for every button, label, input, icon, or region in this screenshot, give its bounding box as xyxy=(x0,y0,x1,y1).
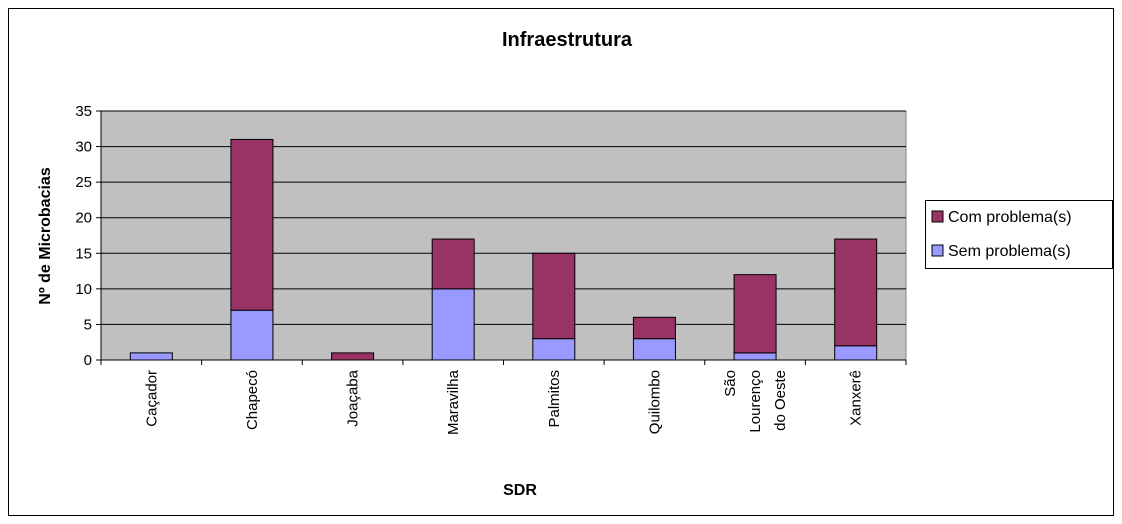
y-tick-label: 25 xyxy=(75,174,92,191)
x-tick-label: Caçador xyxy=(143,370,160,427)
legend-label: Sem problema(s) xyxy=(948,243,1071,260)
x-tick-label-line: São xyxy=(722,370,739,397)
x-tick-label: Xanxerê xyxy=(848,370,865,426)
y-tick-label: 5 xyxy=(84,316,92,333)
bar-segment xyxy=(532,252,576,340)
legend-swatch xyxy=(931,210,944,223)
x-tick-label-line: Quilombo xyxy=(646,370,663,434)
x-tick-label-line: Chapecó xyxy=(244,370,261,430)
bar-segment xyxy=(632,338,676,361)
legend-label: Com problema(s) xyxy=(948,209,1072,226)
bar-segment xyxy=(431,288,475,361)
y-tick-label: 10 xyxy=(75,281,92,298)
x-tick-label: Quilombo xyxy=(646,370,663,434)
x-tick-label: Joaçaba xyxy=(345,369,362,426)
bar-segment xyxy=(733,352,777,361)
bar-segment xyxy=(532,338,576,361)
x-tick-label: Maravilha xyxy=(445,369,462,435)
bar-segment xyxy=(230,309,274,361)
bar-segment xyxy=(733,274,777,354)
x-tick-label-line: Caçador xyxy=(143,370,160,427)
bar-segment xyxy=(834,238,878,347)
legend-box xyxy=(925,200,1113,269)
x-tick-label: Chapecó xyxy=(244,370,261,430)
y-tick-label: 35 xyxy=(75,103,92,120)
x-tick-label: São Lourenço do Oeste xyxy=(722,370,789,433)
plot-area xyxy=(100,110,907,361)
bar-segment xyxy=(632,316,676,340)
x-tick-label-line: Maravilha xyxy=(445,369,462,435)
chart-title: Infraestrutura xyxy=(502,29,633,51)
y-tick-label: 30 xyxy=(75,139,92,156)
y-tick-label: 15 xyxy=(75,245,92,262)
bar-segment xyxy=(834,345,878,361)
y-axis-title: Nº de Microbacias xyxy=(37,167,54,305)
x-tick-label-line: Lourenço xyxy=(747,370,764,433)
bar-segment xyxy=(431,238,475,290)
x-tick-label-line: Xanxerê xyxy=(848,370,865,426)
x-tick-label: Palmitos xyxy=(546,370,563,428)
y-tick-label: 20 xyxy=(75,210,92,227)
legend-swatch xyxy=(931,244,944,257)
x-tick-label-line: Joaçaba xyxy=(345,369,362,426)
x-tick-label-line: Palmitos xyxy=(546,370,563,428)
x-tick-label-line: do Oeste xyxy=(772,370,789,431)
bar-segment xyxy=(129,352,173,361)
x-axis-title: SDR xyxy=(503,482,537,499)
y-tick-label: 0 xyxy=(84,352,92,369)
bar-segment xyxy=(331,352,375,361)
bar-segment xyxy=(230,138,274,311)
